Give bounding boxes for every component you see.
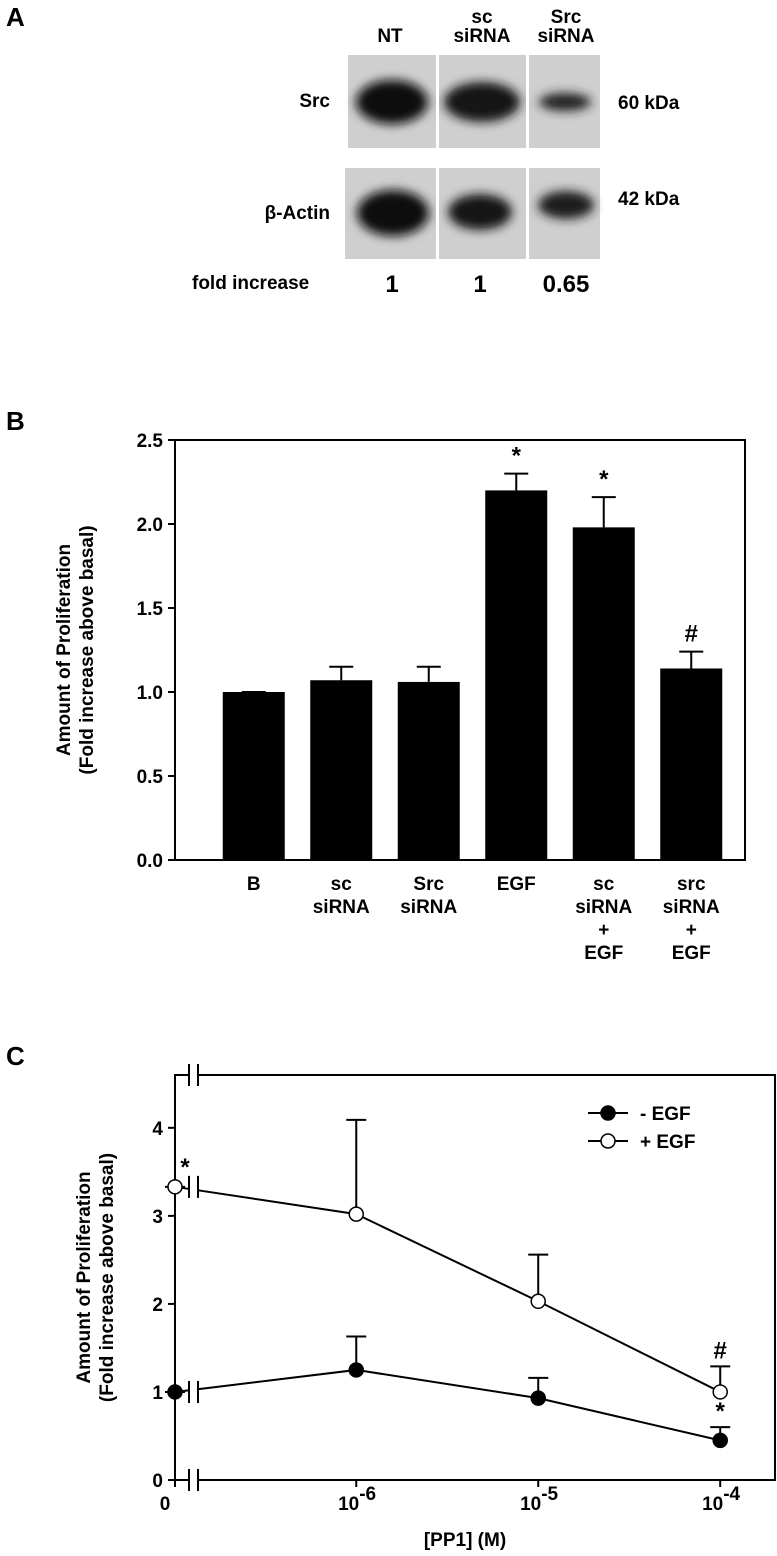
lane-label: Src siRNA [537, 7, 594, 47]
y-tick-label: 2.0 [137, 515, 163, 536]
annotation: * [512, 443, 522, 470]
y-axis-label: (Fold increase above basal) [97, 1153, 118, 1402]
plot-frame [174, 1074, 776, 1481]
axis-break-gap [189, 1064, 198, 1086]
legend-label: - EGF [640, 1104, 691, 1125]
bar [660, 668, 723, 860]
y-axis-label: (Fold increase above basal) [77, 525, 98, 774]
x-tick-exponent: -5 [541, 1484, 558, 1505]
x-tick-label: 10 [702, 1494, 723, 1515]
size-label: 42 kDa [618, 189, 680, 210]
bar [485, 490, 548, 860]
error-bar [591, 496, 616, 528]
fold-label: fold increase [192, 273, 309, 294]
annotation: * [180, 1154, 190, 1181]
marker [348, 1362, 364, 1378]
y-tick-label: 4 [152, 1119, 163, 1140]
y-tick-label: 0.5 [137, 767, 164, 788]
y-tick-label: 0.0 [137, 851, 163, 872]
bar [310, 680, 373, 860]
axis-break-gap [189, 1380, 198, 1403]
axis-break [188, 1469, 199, 1491]
size-label: 60 kDa [618, 93, 680, 114]
marker [348, 1206, 364, 1222]
legend-label: + EGF [640, 1132, 695, 1153]
error-bar [528, 1253, 549, 1302]
row-label: Src [299, 91, 330, 112]
error-bar [416, 665, 441, 682]
fold-value: 0.65 [543, 271, 590, 298]
axis-break [188, 1064, 199, 1086]
plot-frame [174, 439, 746, 861]
y-tick-label: 3 [152, 1207, 163, 1228]
marker [167, 1179, 183, 1195]
lane-label: sc siRNA [453, 7, 510, 47]
axis-break [188, 1175, 199, 1198]
x-tick-label: EGF [497, 874, 536, 895]
x-tick-label: src siRNA + EGF [663, 874, 720, 964]
blot-strip [345, 168, 600, 259]
y-tick-label: 2.5 [137, 431, 164, 452]
error-bar [679, 650, 704, 669]
x-tick-label: sc siRNA + EGF [575, 874, 632, 964]
series-line [174, 1368, 721, 1442]
x-tick-label: 10 [338, 1494, 359, 1515]
y-tick-label: 0 [152, 1471, 163, 1492]
y-tick-label: 1.0 [137, 683, 163, 704]
y-tick-label: 1.5 [137, 599, 164, 620]
error-bar [346, 1118, 367, 1215]
y-axis-label: Amount of Proliferation [54, 544, 75, 756]
axis-break-gap [189, 1175, 198, 1198]
error-bar [329, 665, 354, 681]
y-tick-label: 1 [152, 1383, 163, 1404]
error-bar [504, 472, 529, 491]
bar [397, 681, 460, 860]
x-tick-label: sc siRNA [313, 874, 370, 918]
bar [222, 692, 285, 860]
blot-strip [348, 55, 600, 148]
annotation: * [599, 466, 609, 493]
marker [712, 1432, 728, 1449]
x-axis-label: [PP1] (M) [424, 1530, 506, 1551]
y-axis-label: Amount of Proliferation [74, 1171, 95, 1383]
marker [530, 1293, 546, 1310]
marker [167, 1384, 183, 1400]
x-tick-label: B [247, 874, 261, 895]
lane-label: NT [377, 26, 403, 47]
marker [712, 1384, 728, 1400]
panel-label: A [6, 2, 25, 32]
legend-marker [600, 1133, 616, 1149]
fold-value: 1 [385, 271, 398, 298]
legend-marker [600, 1105, 616, 1121]
x-tick-exponent: -6 [359, 1484, 376, 1505]
fold-value: 1 [473, 271, 486, 298]
row-label: β-Actin [265, 203, 330, 224]
series-line [174, 1185, 721, 1393]
x-tick-exponent: -4 [723, 1484, 740, 1505]
annotation: # [685, 621, 698, 648]
annotation: # [714, 1337, 727, 1364]
x-tick-label: 0 [160, 1494, 171, 1515]
axis-break-gap [189, 1469, 198, 1491]
annotation: * [716, 1398, 726, 1425]
y-tick-label: 2 [152, 1295, 163, 1316]
axis-break [188, 1380, 199, 1403]
bar [572, 527, 635, 860]
x-tick-label: 10 [520, 1494, 541, 1515]
panel-label: C [6, 1041, 25, 1071]
panel-label: B [6, 406, 25, 436]
marker [530, 1390, 546, 1406]
x-tick-label: Src siRNA [400, 874, 457, 918]
